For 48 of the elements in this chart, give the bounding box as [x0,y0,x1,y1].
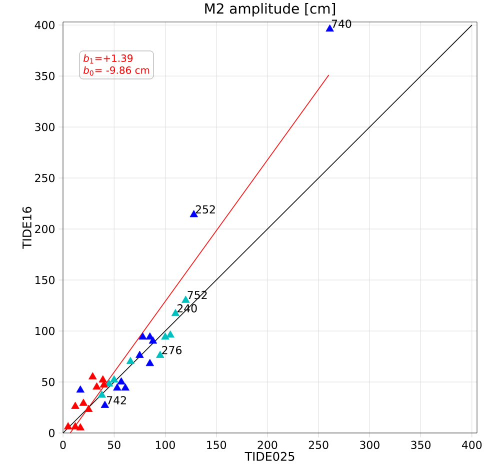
y-tick-label: 250 [35,174,54,182]
point [113,383,122,391]
x-tick-label: 350 [411,440,431,450]
point [161,332,170,340]
point [71,402,80,409]
point [88,372,97,380]
point [76,385,84,393]
point [121,383,130,391]
point [126,356,135,364]
y-tick-label: 400 [34,20,54,30]
point [84,404,93,412]
point [136,350,144,358]
x-tick-label: 400 [462,440,482,450]
point [146,358,154,366]
y-tick-label: 200 [35,224,54,234]
x-axis-title: TIDE025 [244,452,294,461]
x-tick-label: 100 [156,440,175,450]
x-tick-label: 0 [60,440,66,450]
x-tick-label: 150 [207,440,226,450]
point [148,336,158,344]
y-tick-label: 300 [35,122,54,132]
y-axis-title: TIDE16 [22,206,32,249]
x-tick-label: 50 [108,440,120,450]
x-tick-label: 250 [308,440,328,450]
annotation: 740 [332,20,352,28]
annotation: b$_{0}$= -9.86 cm [83,66,150,76]
point [71,422,80,430]
y-tick-label: 350 [35,72,54,80]
point [117,377,126,384]
chart-title: M2 amplitude [cm] [205,2,336,16]
annotation: 252 [196,205,215,214]
y-tick-label: 0 [48,428,54,438]
point [92,382,101,390]
annotation: b$_{1}$=+1.39 [83,54,133,64]
point [138,332,147,340]
annotation: 276 [162,346,182,354]
y-tick-label: 50 [42,378,54,386]
annotation: 742 [107,396,126,404]
point [64,422,72,430]
point [98,390,106,398]
y-tick-label: 150 [36,276,54,284]
point [76,423,84,430]
x-tick-label: 300 [360,440,380,450]
y-tick-label: 100 [36,326,54,336]
point [110,375,118,382]
point [79,398,88,406]
point [166,330,174,338]
x-tick-label: 200 [258,440,278,450]
